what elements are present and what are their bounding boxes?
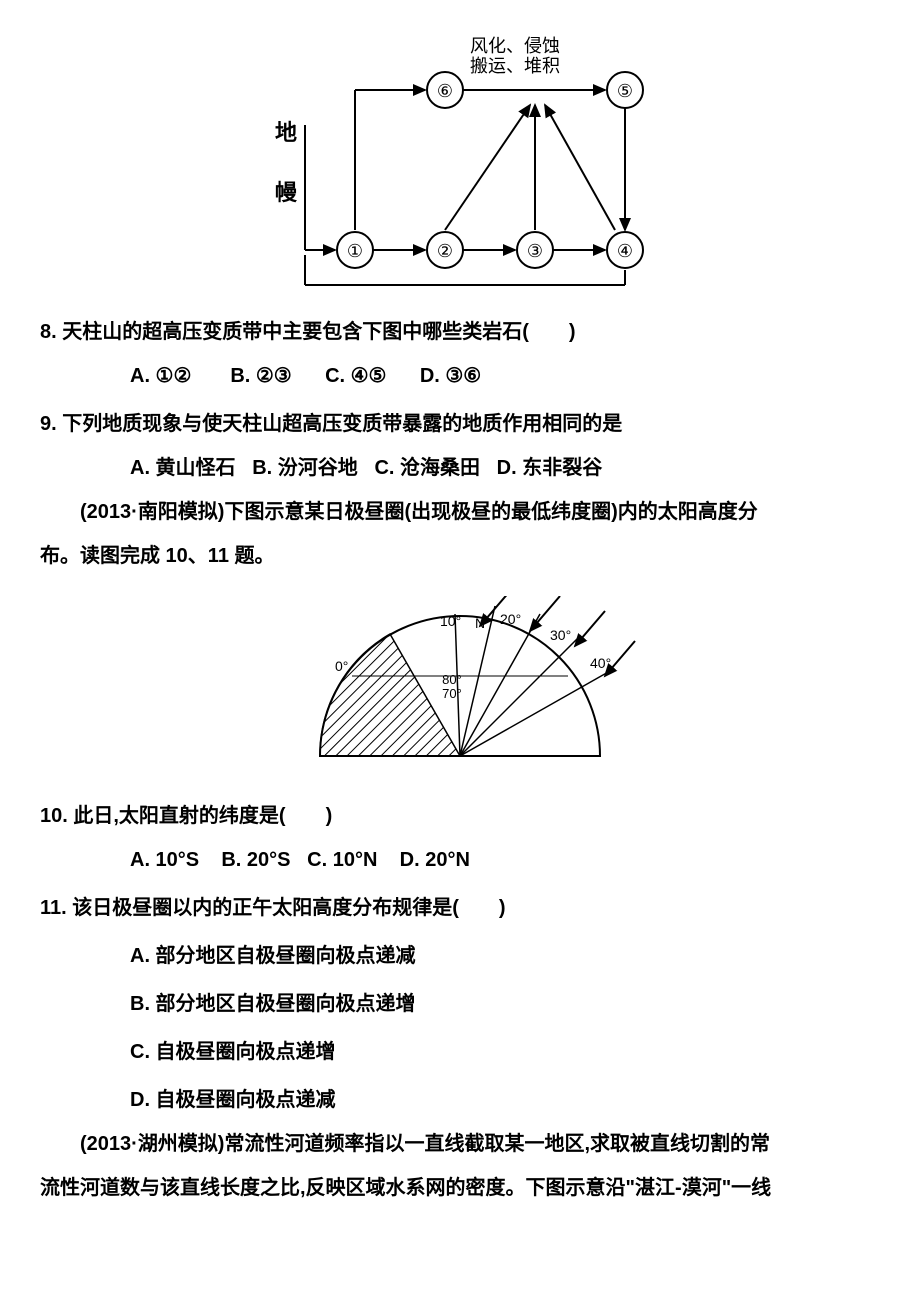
svg-text:⑤: ⑤ [617, 81, 633, 101]
q9-stem: 9. 下列地质现象与使天柱山超高压变质带暴露的地质作用相同的是 [40, 402, 880, 446]
rock-cycle-diagram: 地 幔 风化、侵蚀 搬运、堆积 ① ② ③ ④ [40, 30, 880, 290]
sun-altitude-diagram: 0° 10° 20° 30° 40° N 80° 70° [40, 596, 880, 766]
q11-stem: 11. 该日极昼圈以内的正午太阳高度分布规律是( ) [40, 886, 880, 930]
node-4: ④ [607, 232, 643, 268]
angle-20: 20° [500, 611, 521, 627]
node-2: ② [427, 232, 463, 268]
q8-stem: 8. 天柱山的超高压变质带中主要包含下图中哪些类岩石( ) [40, 310, 880, 354]
rock-cycle-svg: 地 幔 风化、侵蚀 搬运、堆积 ① ② ③ ④ [245, 30, 675, 290]
angle-0: 0° [335, 658, 348, 674]
q8-options: A. ①② B. ②③ C. ④⑤ D. ③⑥ [40, 354, 880, 398]
inner-70: 70° [442, 686, 462, 701]
mantle-label-bottom: 幔 [275, 180, 298, 205]
q11-optC: C. 自极昼圈向极点递增 [40, 1030, 880, 1074]
angle-10: 10° [440, 613, 461, 629]
q11-optA: A. 部分地区自极昼圈向极点递减 [40, 934, 880, 978]
q10-stem: 10. 此日,太阳直射的纬度是( ) [40, 794, 880, 838]
node-3: ③ [517, 232, 553, 268]
intro1-line2: 布。读图完成 10、11 题。 [40, 534, 880, 578]
angle-30: 30° [550, 627, 571, 643]
mantle-label-top: 地 [275, 120, 297, 145]
node-6: ⑥ [427, 72, 463, 108]
process-label-1: 风化、侵蚀 [470, 36, 560, 56]
svg-text:⑥: ⑥ [437, 81, 453, 101]
q11-optD: D. 自极昼圈向极点递减 [40, 1078, 880, 1122]
node-5: ⑤ [607, 72, 643, 108]
node-1: ① [337, 232, 373, 268]
intro2-line1: (2013·湖州模拟)常流性河道频率指以一直线截取某一地区,求取被直线切割的常 [40, 1122, 880, 1166]
intro2-line2: 流性河道数与该直线长度之比,反映区域水系网的密度。下图示意沿"湛江-漠河"一线 [40, 1166, 880, 1210]
q10-options: A. 10°S B. 20°S C. 10°N D. 20°N [40, 838, 880, 882]
intro1-line1: (2013·南阳模拟)下图示意某日极昼圈(出现极昼的最低纬度圈)内的太阳高度分 [40, 490, 880, 534]
q9-options: A. 黄山怪石 B. 汾河谷地 C. 沧海桑田 D. 东非裂谷 [40, 446, 880, 490]
svg-text:③: ③ [527, 241, 543, 261]
svg-text:④: ④ [617, 241, 633, 261]
inner-80: 80° [442, 672, 462, 687]
process-label-2: 搬运、堆积 [470, 56, 560, 76]
sun-altitude-svg: 0° 10° 20° 30° 40° N 80° 70° [280, 596, 640, 766]
north-label: N [475, 615, 485, 631]
svg-text:①: ① [347, 241, 363, 261]
q11-optB: B. 部分地区自极昼圈向极点递增 [40, 982, 880, 1026]
angle-40: 40° [590, 655, 611, 671]
svg-text:②: ② [437, 241, 453, 261]
